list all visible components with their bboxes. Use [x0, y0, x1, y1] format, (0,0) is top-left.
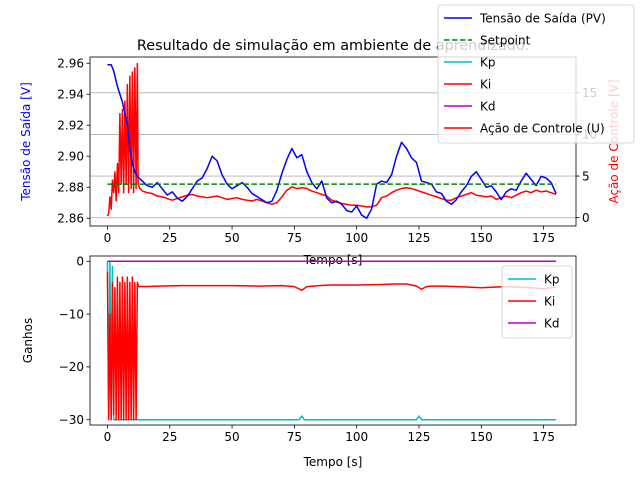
y-tick-label: 2.86	[57, 212, 84, 226]
x-tick-label: 125	[408, 430, 431, 444]
x-tick-label: 150	[470, 430, 493, 444]
x-axis-label: Tempo [s]	[303, 253, 363, 267]
legend-label: Ação de Controle (U)	[480, 121, 605, 135]
x-tick-label: 25	[162, 430, 177, 444]
y-tick-label: 2.88	[57, 181, 84, 195]
y-tick-label: 2.94	[57, 88, 84, 102]
x-tick-label: 25	[162, 231, 177, 245]
y-tick-label: 2.92	[57, 119, 84, 133]
legend-label: Ki	[480, 77, 491, 91]
x-tick-label: 50	[224, 231, 239, 245]
x-tick-label: 75	[287, 231, 302, 245]
x-tick-label: 175	[532, 231, 555, 245]
y-tick-label: 2.90	[57, 150, 84, 164]
series-line-a-o-de-controle-u-	[106, 62, 557, 217]
y-tick-label: −10	[59, 307, 84, 321]
legend-label: Kd	[544, 316, 560, 330]
legend-box	[437, 4, 635, 144]
x-tick-label: 0	[104, 430, 112, 444]
x-tick-label: 50	[224, 430, 239, 444]
y-tick-label-right: 0	[582, 211, 590, 225]
x-tick-label: 125	[408, 231, 431, 245]
x-tick-label: 75	[287, 430, 302, 444]
y-tick-label: −30	[59, 413, 84, 427]
legend: Tensão de Saída (PV) Setpoint Kp Ki Kd Ação d…	[437, 4, 635, 144]
y-tick-label-right: 5	[582, 169, 590, 183]
series-group	[106, 62, 557, 219]
legend: Kp Ki Kd	[501, 265, 573, 339]
x-tick-label: 100	[345, 231, 368, 245]
legend-label: Kp	[544, 272, 560, 286]
x-tick-label: 100	[345, 430, 368, 444]
y-axis-label: Ganhos	[21, 318, 35, 363]
x-tick-label: 150	[470, 231, 493, 245]
x-tick-label: 175	[532, 430, 555, 444]
legend-label: Ki	[544, 294, 555, 308]
legend-box	[501, 265, 573, 339]
x-axis-label: Tempo [s]	[303, 455, 363, 469]
legend-label: Kp	[480, 55, 496, 69]
chart-title: Resultado de simulação em ambiente de ap…	[137, 38, 529, 54]
y-tick-label: 2.96	[57, 57, 84, 71]
legend-label: Tensão de Saída (PV)	[479, 11, 606, 25]
axes-frame	[89, 255, 577, 426]
chart-panel-1: 0 25 50 75 100 125 150 1752.862.882.902.922.942…	[19, 4, 635, 267]
y-tick-label: 0	[76, 255, 84, 269]
legend-label: Kd	[480, 99, 496, 113]
legend-label: Setpoint	[480, 33, 531, 47]
series-group	[106, 260, 557, 421]
series-line-tens-o-de-sa-da-pv-	[107, 64, 557, 219]
series-line-ki	[106, 271, 557, 421]
chart-panel-2: 0 25 50 75 100 125 150 175 0 −10 −20 −30 Tempo [s] Ga…	[21, 255, 577, 469]
x-tick-label: 0	[104, 231, 112, 245]
y-axis-label: Tensão de Saída [V]	[19, 82, 33, 202]
y-tick-label: −20	[59, 360, 84, 374]
